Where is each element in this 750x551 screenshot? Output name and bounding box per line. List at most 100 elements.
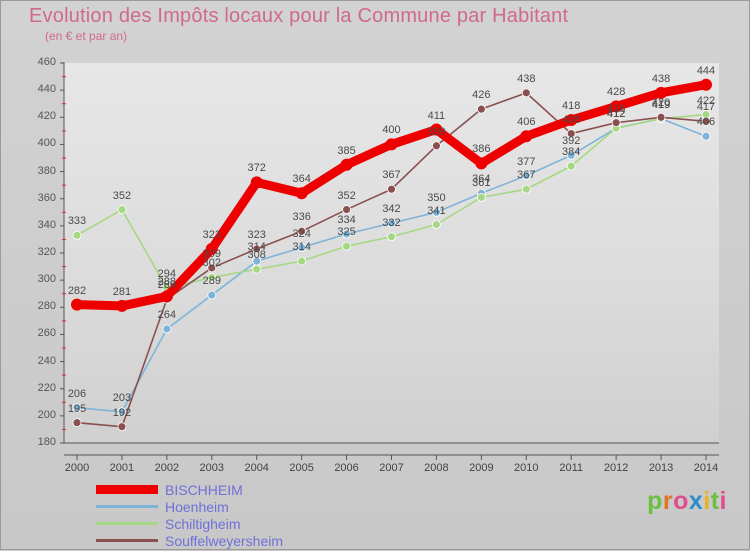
data-point-label: 399 — [427, 125, 446, 138]
x-axis-tick-label: 2005 — [289, 462, 314, 474]
data-point-label: 384 — [562, 146, 581, 159]
legend-swatch — [96, 485, 158, 494]
x-axis-tick-label: 2000 — [64, 462, 90, 474]
data-point-label: 294 — [157, 268, 177, 281]
legend-item-bischheim[interactable]: BISCHHEIM — [96, 481, 283, 498]
x-axis-tick-label: 2003 — [199, 462, 225, 474]
data-point-label: 361 — [472, 177, 491, 190]
data-point-label: 308 — [247, 249, 266, 262]
proxiti-logo[interactable]: proxiti — [647, 487, 727, 516]
legend-item-souffelweyersheim[interactable]: Souffelweyersheim — [96, 532, 283, 549]
logo-letter-x: x — [688, 487, 704, 515]
data-point-label: 416 — [606, 102, 626, 115]
y-axis-tick-label: 280 — [37, 300, 56, 313]
y-axis-tick-label: 260 — [37, 327, 56, 340]
data-point-label: 419 — [651, 98, 671, 111]
data-point-label: 195 — [67, 402, 87, 415]
x-axis-tick-label: 2006 — [334, 462, 359, 474]
data-point-label: 412 — [606, 108, 626, 121]
plot-area — [64, 63, 719, 443]
legend-label: Souffelweyersheim — [165, 532, 284, 549]
data-point-label: 408 — [562, 113, 581, 126]
x-axis-tick-label: 2011 — [559, 462, 584, 474]
data-point-label: 314 — [247, 241, 266, 254]
data-point-label: 325 — [337, 226, 356, 239]
data-point-label: 206 — [67, 387, 87, 400]
x-axis-tick-label: 2007 — [379, 462, 404, 474]
data-point-label: 412 — [606, 108, 626, 121]
data-point-label: 428 — [606, 86, 626, 99]
data-point-label: 264 — [157, 309, 177, 321]
data-point-label: 350 — [427, 192, 446, 205]
x-axis-tick-label: 2014 — [693, 462, 719, 474]
data-point-label: 406 — [696, 116, 716, 129]
logo-letter-p: p — [647, 487, 663, 515]
logo-letter-r: r — [662, 487, 674, 515]
data-point-label: 426 — [472, 89, 491, 102]
data-point-label: 286 — [157, 279, 177, 292]
data-point-label: 364 — [472, 173, 491, 186]
data-point-label: 386 — [472, 143, 491, 156]
data-point-label: 333 — [67, 215, 87, 228]
legend-item-hoenheim[interactable]: Hoenheim — [96, 498, 283, 515]
data-point-label: 367 — [382, 169, 401, 182]
legend-swatch — [96, 539, 158, 542]
data-point-label: 324 — [292, 227, 311, 240]
data-point-label: 281 — [112, 285, 132, 298]
data-point-label: 352 — [337, 189, 356, 202]
data-point-label: 406 — [517, 116, 536, 129]
data-point-label: 400 — [382, 124, 401, 137]
y-axis-tick-label: 380 — [37, 164, 56, 177]
data-point-label: 342 — [382, 203, 401, 216]
data-point-label: 352 — [112, 189, 132, 202]
y-axis-tick-label: 220 — [37, 381, 56, 394]
data-point-label: 411 — [427, 109, 446, 122]
data-point-label: 377 — [517, 155, 536, 168]
x-axis-tick-label: 2009 — [469, 462, 494, 474]
logo-letter-i2: i — [719, 487, 727, 515]
legend-label: Schiltigheim — [165, 515, 241, 532]
y-axis-tick-label: 300 — [37, 273, 56, 286]
y-axis-tick-label: 180 — [37, 436, 56, 448]
logo-letter-i: i — [703, 487, 711, 515]
y-axis-tick-label: 340 — [37, 218, 56, 231]
y-axis-tick-label: 240 — [37, 354, 56, 367]
data-point-label: 341 — [427, 204, 446, 217]
x-axis-tick-label: 2002 — [154, 462, 180, 474]
y-axis-tick-label: 420 — [37, 110, 56, 123]
data-point-label: 417 — [696, 101, 716, 114]
x-axis-tick-label: 2013 — [648, 462, 674, 474]
data-point-label: 444 — [696, 64, 716, 77]
data-point-label: 367 — [517, 169, 536, 182]
y-axis-tick-label: 320 — [37, 246, 56, 258]
data-point-label: 302 — [202, 257, 221, 270]
data-point-label: 192 — [112, 406, 132, 419]
y-axis-tick-label: 360 — [37, 191, 56, 204]
y-axis-tick-label: 460 — [37, 56, 56, 68]
data-point-label: 323 — [202, 228, 221, 241]
data-point-label: 334 — [337, 214, 356, 226]
page-subtitle: (en € et par an) — [45, 29, 128, 43]
data-point-label: 364 — [292, 173, 311, 186]
x-axis-tick-label: 2004 — [244, 462, 269, 474]
page-title: Evolution des Impôts locaux pour la Comm… — [29, 5, 569, 27]
legend-item-schiltigheim[interactable]: Schiltigheim — [96, 515, 283, 532]
data-point-label: 385 — [337, 144, 356, 157]
legend-label: BISCHHEIM — [165, 481, 243, 498]
y-axis-tick-label: 200 — [37, 408, 56, 421]
data-point-label: 419 — [651, 98, 671, 111]
data-point-label: 438 — [651, 72, 671, 85]
y-axis-tick-label: 400 — [37, 137, 56, 150]
x-axis-tick-label: 2010 — [514, 462, 539, 474]
legend-label: Hoenheim — [165, 498, 229, 515]
data-point-label: 420 — [651, 97, 671, 110]
logo-letter-t: t — [710, 487, 720, 515]
data-point-label: 282 — [67, 284, 87, 297]
data-point-label: 323 — [247, 228, 266, 241]
data-point-label: 309 — [202, 247, 221, 260]
data-point-label: 314 — [292, 241, 311, 254]
data-point-label: 336 — [292, 211, 311, 224]
y-axis-tick-label: 440 — [37, 83, 56, 96]
data-point-label: 203 — [112, 391, 132, 404]
